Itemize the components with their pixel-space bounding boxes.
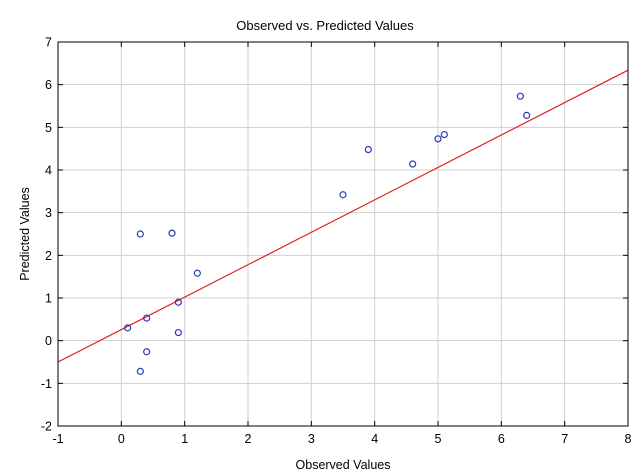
- data-point: [168, 229, 176, 237]
- data-point: [124, 324, 132, 332]
- data-point: [523, 111, 531, 119]
- x-tick-label: 6: [498, 432, 505, 446]
- x-tick-label: 2: [245, 432, 252, 446]
- data-point: [136, 367, 144, 375]
- data-point: [174, 328, 182, 337]
- y-axis-label: Predicted Values: [18, 187, 32, 281]
- regression-line-group: [57, 69, 629, 363]
- y-tick-label: 6: [45, 78, 52, 92]
- x-tick-label: 8: [625, 432, 632, 446]
- x-tick-label: -1: [52, 432, 63, 446]
- data-point: [193, 269, 201, 277]
- y-tick-label: 4: [45, 164, 52, 178]
- data-point: [143, 348, 151, 356]
- y-tick-labels: -2 -1 0 1 2 3 4 5 6 7: [41, 36, 52, 434]
- data-point: [516, 92, 524, 100]
- data-points: [124, 92, 531, 375]
- x-tick-label: 1: [181, 432, 188, 446]
- y-tick-label: 1: [45, 292, 52, 306]
- y-tick-label: 0: [45, 334, 52, 348]
- y-tick-label: 3: [45, 206, 52, 220]
- data-point: [440, 130, 448, 139]
- data-point: [174, 298, 182, 306]
- data-point: [136, 230, 144, 238]
- y-tick-label: 5: [45, 121, 52, 135]
- regression-line: [57, 69, 629, 363]
- y-tick-label: 2: [45, 249, 52, 263]
- chart-title: Observed vs. Predicted Values: [236, 18, 414, 33]
- x-tick-label: 5: [435, 432, 442, 446]
- x-tick-labels: -1 0 1 2 3 4 5 6 7 8: [52, 432, 631, 446]
- y-tick-label: 7: [45, 36, 52, 50]
- data-point: [364, 145, 372, 154]
- x-tick-label: 3: [308, 432, 315, 446]
- y-tick-label: -2: [41, 420, 52, 434]
- plot-area: [57, 41, 629, 427]
- data-point: [339, 191, 347, 199]
- x-axis-label: Observed Values: [296, 458, 391, 472]
- x-tick-label: 7: [561, 432, 568, 446]
- x-tick-label: 4: [371, 432, 378, 446]
- x-tick-label: 0: [118, 432, 125, 446]
- data-point: [434, 135, 442, 143]
- gridlines: [58, 42, 628, 426]
- y-tick-label: -1: [41, 377, 52, 391]
- plot-frame: [57, 41, 629, 427]
- data-point: [409, 160, 417, 168]
- data-point: [143, 314, 151, 322]
